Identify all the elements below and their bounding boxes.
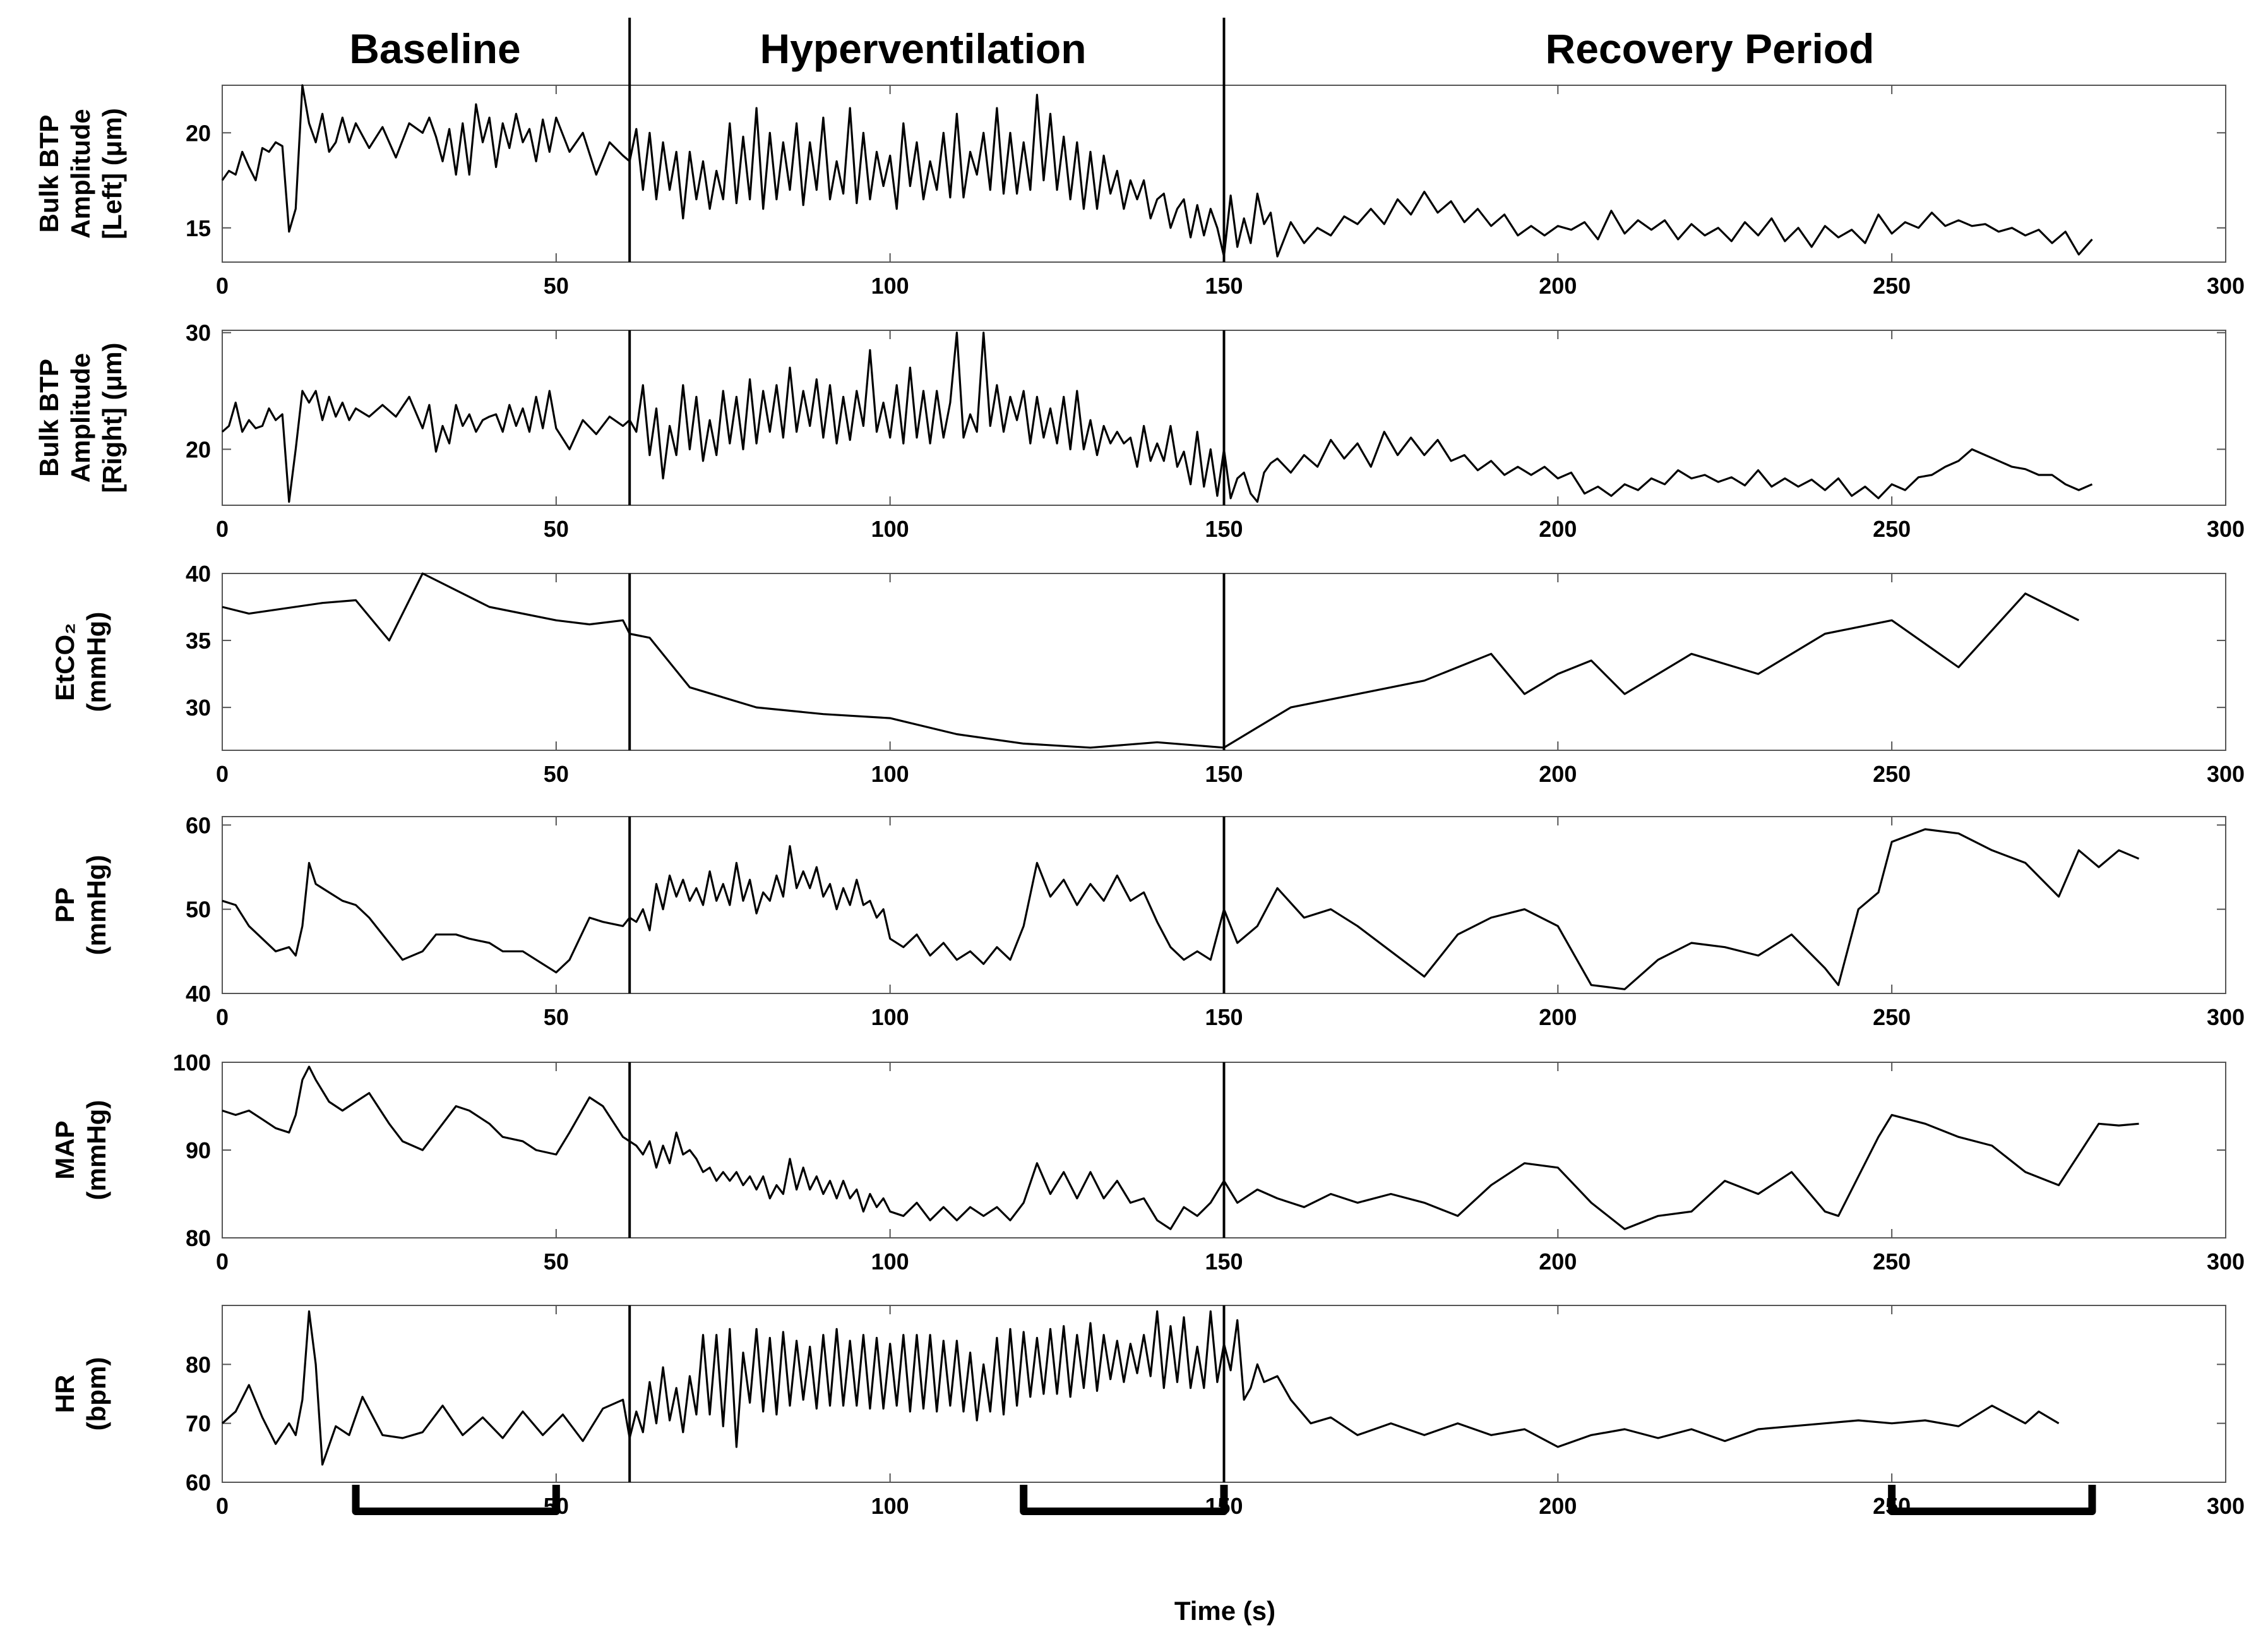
x-tick-label: 0 [216, 273, 229, 299]
y-tick-label: 35 [186, 628, 211, 654]
x-tick-label: 300 [2207, 516, 2245, 542]
x-tick-label: 150 [1205, 1249, 1243, 1274]
y-axis-label-line: Bulk BTP [34, 115, 64, 233]
y-tick-label: 70 [186, 1411, 211, 1437]
phase-titles: Baseline Hyperventilation Recovery Perio… [349, 25, 1874, 72]
x-tick-label: 50 [544, 761, 569, 787]
series-line [222, 1065, 2139, 1230]
y-tick-label: 100 [173, 1050, 211, 1076]
x-tick-label: 150 [1205, 516, 1243, 542]
series-line [221, 1310, 2060, 1466]
y-tick-label: 30 [186, 695, 211, 721]
y-tick-label: 20 [186, 436, 211, 462]
y-axis-label-line: MAP [50, 1120, 80, 1179]
x-tick-label: 0 [216, 1004, 229, 1030]
series-line [222, 572, 2080, 749]
x-tick-label: 0 [216, 1493, 229, 1519]
y-tick-label: 60 [186, 1470, 211, 1496]
x-tick-label: 250 [1873, 1249, 1911, 1274]
analysis-bracket [1888, 1485, 2096, 1515]
panel-4: 0 50 100 150 200 250 300 40 50 60 PP (mmHg) [50, 812, 2245, 1030]
panel-1: 0 50 100 150 200 250 300 15 20 Bulk BTP Amplitude[… [34, 84, 2245, 299]
y-axis-label-line: Amplitude [66, 353, 95, 483]
y-axis-label-line: HR [50, 1375, 80, 1413]
y-axis-label-line: Amplitude [66, 109, 95, 238]
y-tick-label: 40 [186, 561, 211, 587]
x-tick-label: 100 [871, 516, 909, 542]
panel-3: 0 50 100 150 200 250 300 30 35 40 EtCO₂ (mmHg) [50, 561, 2245, 787]
x-tick-label: 100 [871, 1004, 909, 1030]
series-line [222, 828, 2140, 990]
y-tick-label: 30 [186, 320, 211, 346]
x-tick-label: 300 [2207, 761, 2245, 787]
y-axis-label-line: [Right] (μm) [97, 343, 127, 493]
y-tick-label: 40 [186, 981, 211, 1007]
x-tick-label: 150 [1205, 273, 1243, 299]
x-tick-label: 250 [1873, 1004, 1911, 1030]
x-tick-label: 300 [2207, 1004, 2245, 1030]
x-tick-label: 50 [544, 273, 569, 299]
x-tick-label: 100 [871, 1249, 909, 1274]
y-axis-label-line: (bpm) [81, 1357, 111, 1431]
panel-5: 0 50 100 150 200 250 300 80 90 100 MAP (mmHg) [50, 1050, 2245, 1274]
y-axis-label-line: [Left] (μm) [97, 108, 127, 239]
y-tick-label: 90 [186, 1137, 211, 1163]
x-tick-label: 100 [871, 1493, 909, 1519]
y-tick-label: 15 [186, 215, 211, 241]
x-tick-label: 200 [1539, 1493, 1577, 1519]
analysis-window-brackets [352, 1485, 2096, 1515]
phase-title-baseline: Baseline [349, 25, 520, 72]
x-axis-label: Time (s) [1174, 1596, 1275, 1626]
x-tick-label: 50 [544, 1249, 569, 1274]
x-tick-label: 250 [1873, 273, 1911, 299]
analysis-bracket [352, 1485, 560, 1515]
x-tick-label: 250 [1873, 516, 1911, 542]
y-axis-label-line: PP [50, 887, 80, 923]
y-axis-label-line: Bulk BTP [34, 359, 64, 477]
series-line [221, 332, 2093, 503]
phase-title-hyperventilation: Hyperventilation [760, 25, 1086, 72]
x-tick-label: 200 [1539, 273, 1577, 299]
phase-title-recovery-period: Recovery Period [1546, 25, 1875, 72]
x-tick-label: 0 [216, 1249, 229, 1274]
x-tick-label: 200 [1539, 516, 1577, 542]
analysis-bracket [1020, 1485, 1228, 1515]
x-tick-label: 0 [216, 516, 229, 542]
y-tick-label: 80 [186, 1352, 211, 1377]
x-tick-label: 50 [544, 1004, 569, 1030]
x-tick-label: 150 [1205, 761, 1243, 787]
y-axis-label-line: (mmHg) [81, 612, 111, 712]
y-tick-label: 50 [186, 897, 211, 923]
x-tick-label: 50 [544, 516, 569, 542]
x-tick-label: 300 [2207, 273, 2245, 299]
y-tick-label: 80 [186, 1225, 211, 1251]
y-axis-label-line: (mmHg) [81, 855, 111, 956]
x-tick-label: 0 [216, 761, 229, 787]
x-tick-label: 200 [1539, 1249, 1577, 1274]
y-axis-label-line: (mmHg) [81, 1100, 111, 1201]
y-tick-label: 60 [186, 812, 211, 838]
y-tick-label: 20 [186, 120, 211, 146]
x-tick-label: 300 [2207, 1493, 2245, 1519]
x-tick-label: 200 [1539, 1004, 1577, 1030]
x-tick-label: 200 [1539, 761, 1577, 787]
y-axis-label-line: EtCO₂ [50, 623, 80, 701]
panel-2: 0 50 100 150 200 250 300 20 30 Bulk BTP Amplitude[… [34, 320, 2245, 542]
x-tick-label: 100 [871, 761, 909, 787]
series-line [221, 84, 2093, 258]
x-tick-label: 300 [2207, 1249, 2245, 1274]
x-tick-label: 250 [1873, 761, 1911, 787]
x-tick-label: 100 [871, 273, 909, 299]
x-tick-label: 150 [1205, 1004, 1243, 1030]
